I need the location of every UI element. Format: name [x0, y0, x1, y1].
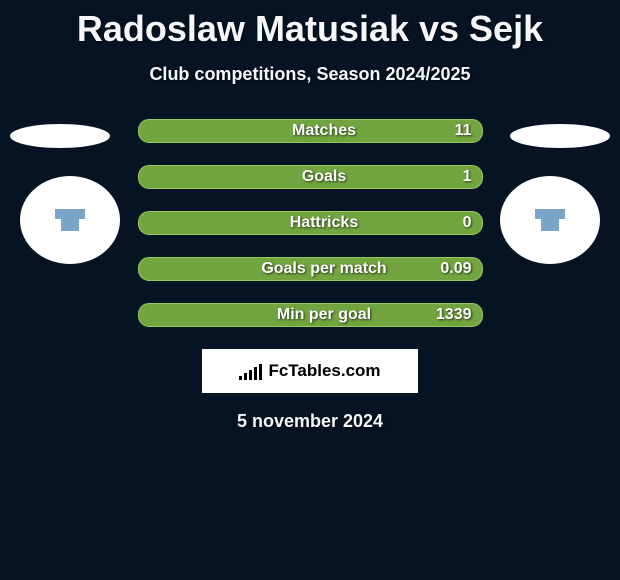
stat-row: Goals 1 [138, 165, 483, 189]
brand-text: FcTables.com [268, 361, 380, 381]
page-subtitle: Club competitions, Season 2024/2025 [0, 64, 620, 85]
stat-label: Matches [139, 122, 482, 140]
stat-value: 1 [463, 168, 472, 186]
brand-logo: FcTables.com [239, 361, 380, 381]
player-left-jersey [20, 176, 120, 264]
jersey-icon [57, 205, 83, 235]
stat-row: Min per goal 1339 [138, 303, 483, 327]
stat-value: 0.09 [440, 260, 471, 278]
stat-row: Goals per match 0.09 [138, 257, 483, 281]
stat-label: Goals [139, 168, 482, 186]
brand-box[interactable]: FcTables.com [202, 349, 418, 393]
date-text: 5 november 2024 [0, 411, 620, 432]
stat-row: Matches 11 [138, 119, 483, 143]
stat-value: 0 [463, 214, 472, 232]
player-left-ellipse [10, 124, 110, 148]
page-title: Radoslaw Matusiak vs Sejk [0, 0, 620, 50]
stat-row: Hattricks 0 [138, 211, 483, 235]
player-right-jersey [500, 176, 600, 264]
player-right-ellipse [510, 124, 610, 148]
stat-label: Hattricks [139, 214, 482, 232]
stat-label: Min per goal [139, 306, 482, 324]
stat-value: 1339 [436, 306, 472, 324]
stat-label: Goals per match [139, 260, 482, 278]
jersey-icon [537, 205, 563, 235]
stat-value: 11 [455, 122, 472, 140]
bars-icon [239, 362, 262, 380]
